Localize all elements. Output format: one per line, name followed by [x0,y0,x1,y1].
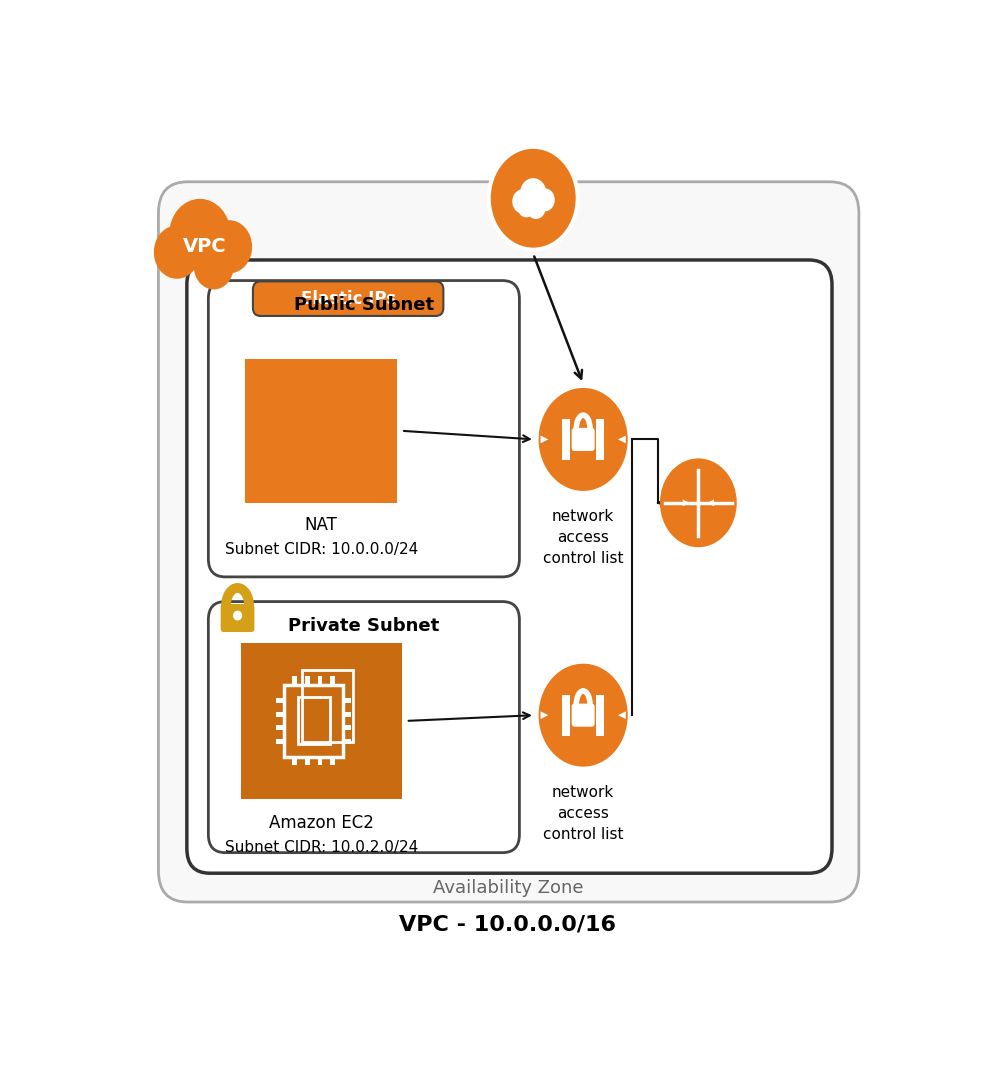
FancyBboxPatch shape [317,677,322,685]
FancyBboxPatch shape [276,698,284,703]
FancyBboxPatch shape [343,739,351,744]
FancyBboxPatch shape [572,428,595,451]
Text: VPC - 10.0.0.0/16: VPC - 10.0.0.0/16 [399,914,616,934]
Text: Amazon EC2: Amazon EC2 [269,814,374,832]
Text: Subnet CIDR: 10.0.2.0/24: Subnet CIDR: 10.0.2.0/24 [225,840,418,855]
Ellipse shape [539,664,627,766]
Ellipse shape [539,388,627,491]
Ellipse shape [660,459,736,547]
FancyBboxPatch shape [292,677,297,685]
Text: Availability Zone: Availability Zone [433,879,583,897]
FancyBboxPatch shape [597,419,604,460]
Ellipse shape [489,146,578,250]
FancyBboxPatch shape [208,280,519,577]
FancyBboxPatch shape [563,695,570,735]
FancyBboxPatch shape [343,712,351,716]
FancyBboxPatch shape [187,260,832,873]
Ellipse shape [520,179,546,208]
FancyBboxPatch shape [343,725,351,730]
FancyBboxPatch shape [597,695,604,735]
Text: Subnet CIDR: 10.0.0.0/24: Subnet CIDR: 10.0.0.0/24 [225,542,418,557]
FancyBboxPatch shape [330,757,335,765]
FancyBboxPatch shape [241,642,402,800]
Ellipse shape [526,197,546,219]
FancyBboxPatch shape [245,359,397,502]
FancyBboxPatch shape [221,604,255,632]
FancyBboxPatch shape [276,739,284,744]
FancyBboxPatch shape [208,602,519,853]
FancyBboxPatch shape [276,725,284,730]
Ellipse shape [194,244,234,290]
Ellipse shape [154,226,200,279]
FancyBboxPatch shape [276,712,284,716]
Ellipse shape [169,199,231,269]
Text: NAT: NAT [305,516,338,534]
Text: network
access
control list: network access control list [543,509,623,566]
Ellipse shape [512,189,533,214]
Text: VPC: VPC [182,237,226,257]
FancyBboxPatch shape [159,182,859,902]
Text: network
access
control list: network access control list [543,785,623,841]
FancyBboxPatch shape [330,677,335,685]
FancyBboxPatch shape [253,281,443,316]
Text: Private Subnet: Private Subnet [288,617,439,635]
FancyBboxPatch shape [305,677,309,685]
Ellipse shape [517,197,535,217]
FancyBboxPatch shape [572,703,595,727]
Circle shape [233,610,242,620]
FancyBboxPatch shape [292,757,297,765]
Ellipse shape [535,188,555,212]
FancyBboxPatch shape [317,757,322,765]
FancyBboxPatch shape [563,419,570,460]
FancyBboxPatch shape [343,698,351,703]
Text: Public Subnet: Public Subnet [293,296,434,314]
Text: Elastic IPs: Elastic IPs [300,290,395,308]
Ellipse shape [206,220,252,274]
FancyBboxPatch shape [305,757,309,765]
